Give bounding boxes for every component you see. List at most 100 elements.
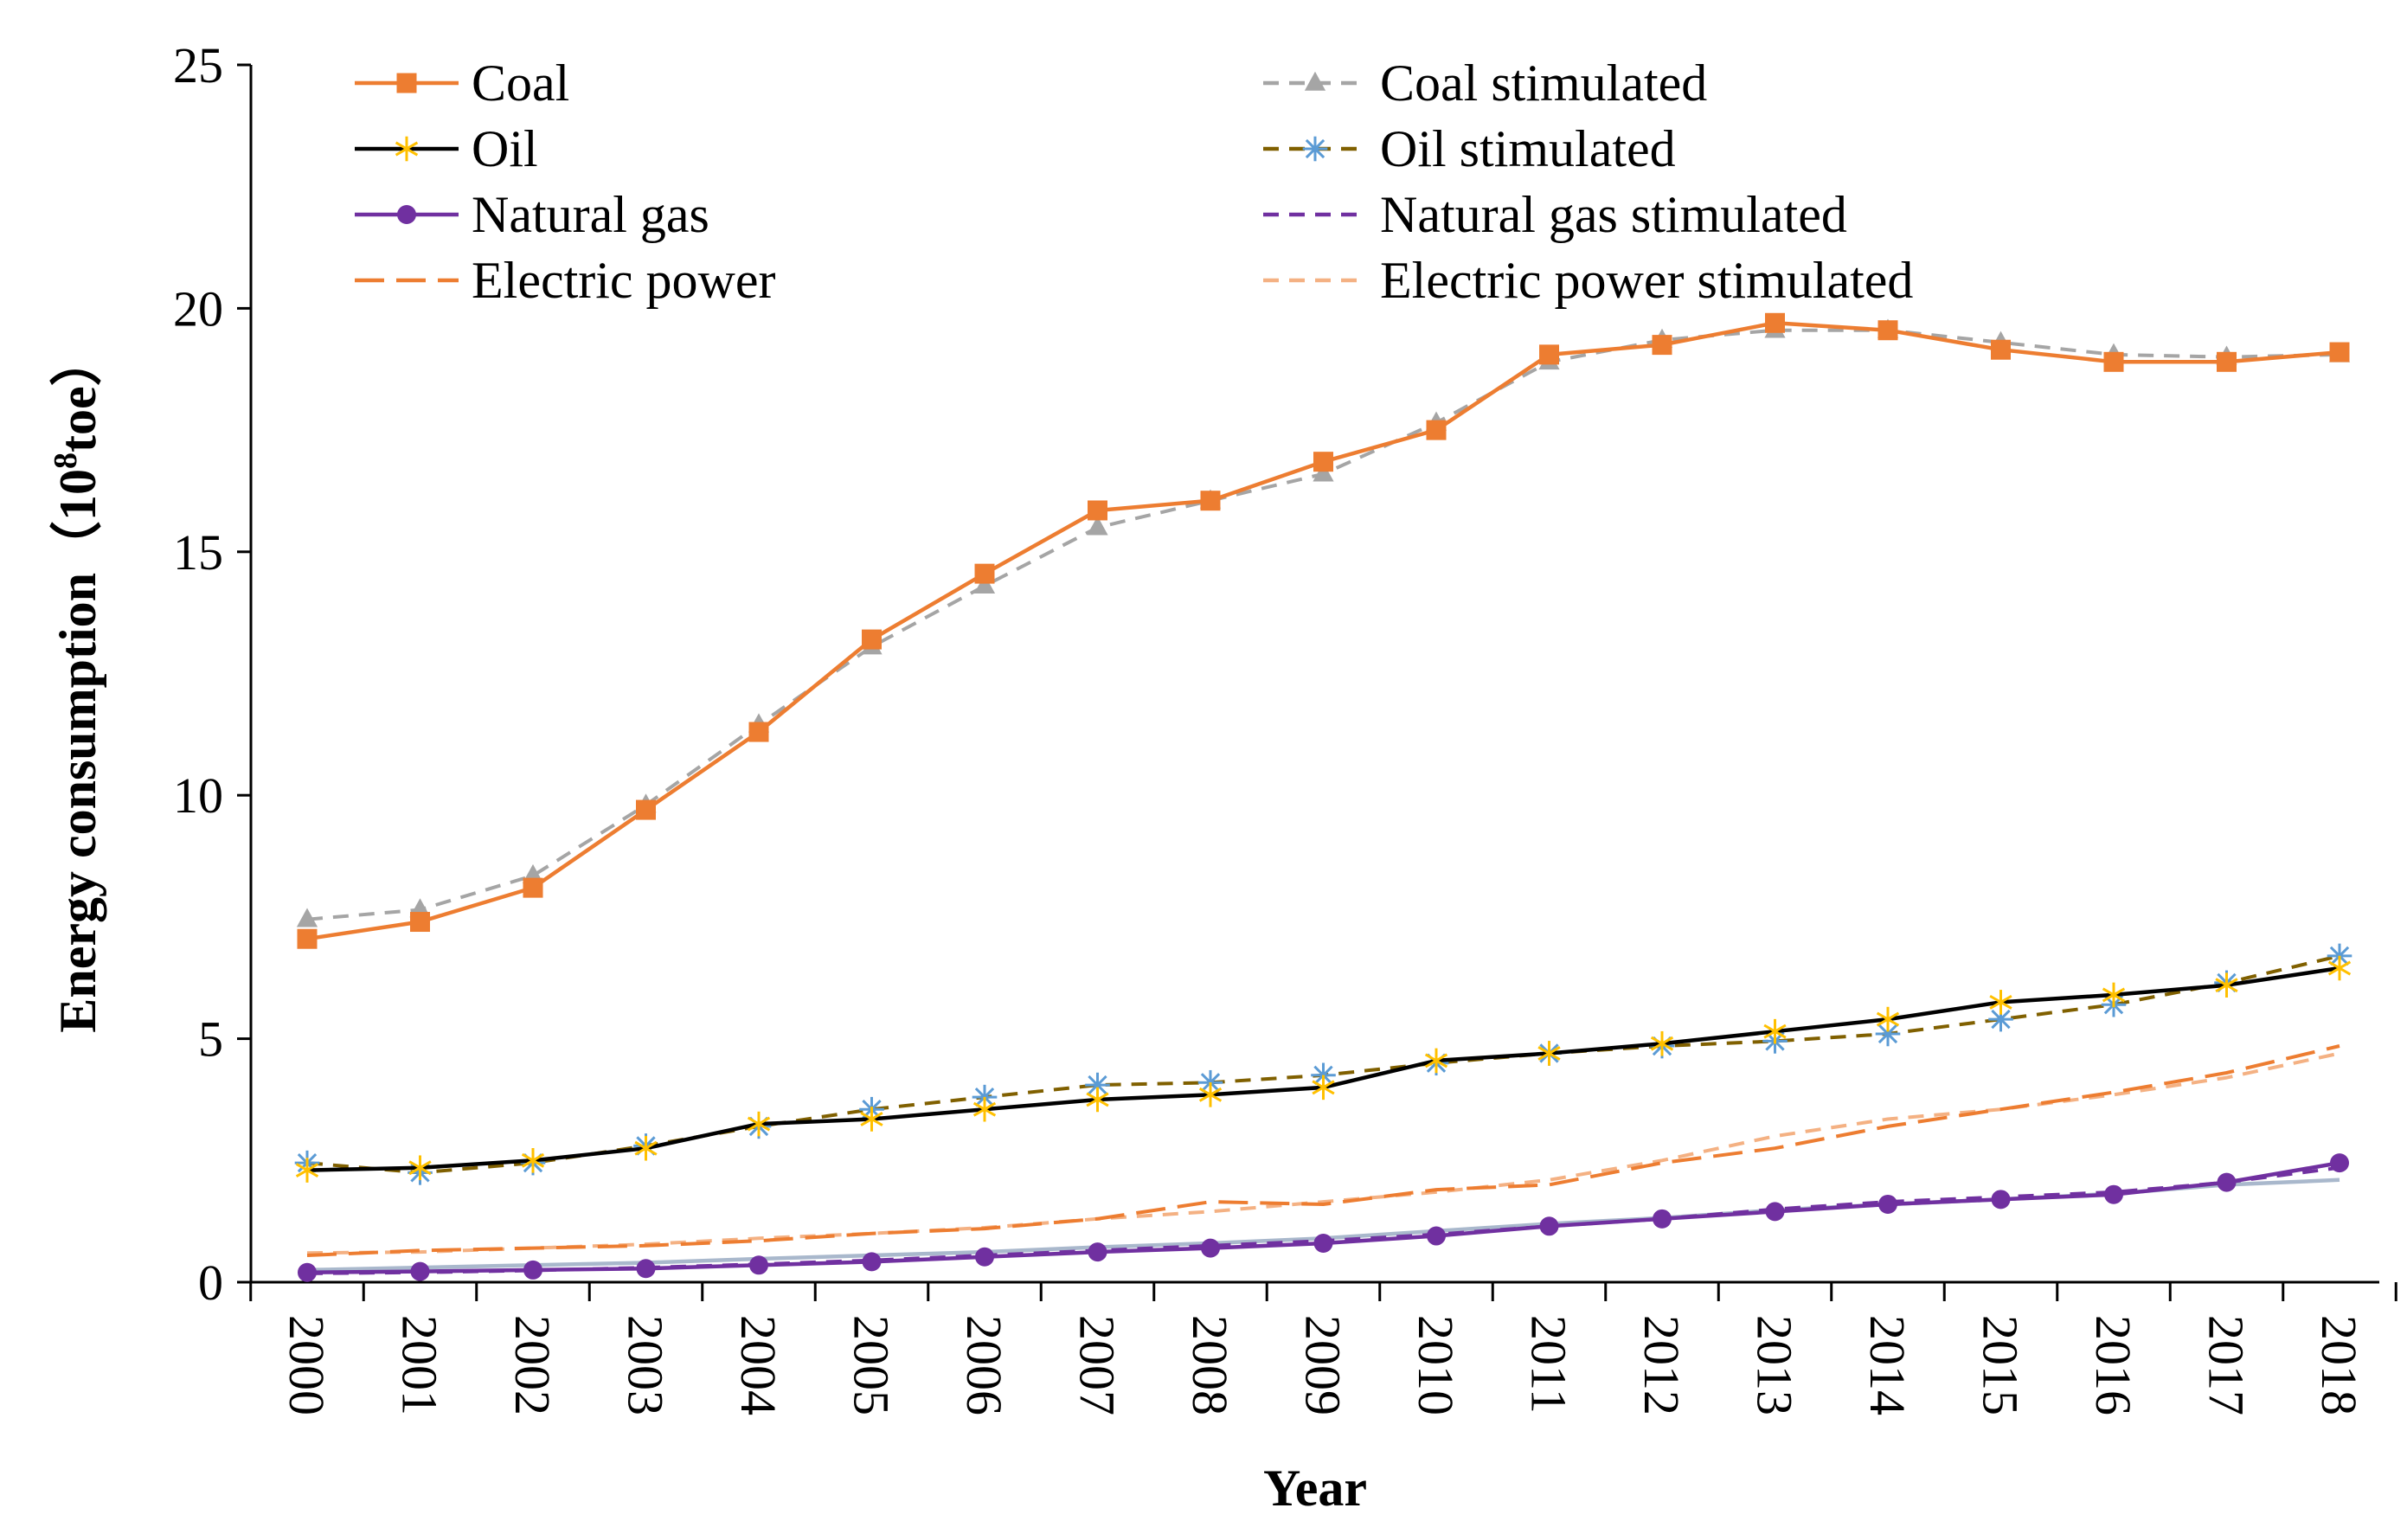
data-point: [1087, 516, 1108, 536]
x-tick-label: 2012: [1634, 1315, 1690, 1415]
data-point: [1765, 312, 1785, 333]
x-tick-label: 2015: [1973, 1315, 2029, 1415]
x-tick-label: 2014: [1859, 1315, 1916, 1415]
data-point: [1313, 1233, 1333, 1253]
data-point: [636, 1259, 656, 1279]
data-point: [1877, 320, 1898, 341]
x-tick-label: 2002: [504, 1315, 561, 1415]
x-tick-label: 2003: [618, 1315, 674, 1415]
data-point: [1088, 500, 1107, 521]
data-point: [1201, 1238, 1220, 1258]
x-tick-label: 2001: [392, 1315, 448, 1415]
data-point: [1313, 462, 1334, 482]
data-point: [523, 1260, 542, 1280]
x-tick-label: 2016: [2085, 1315, 2141, 1415]
legend-label: Oil stimulated: [1380, 120, 1676, 177]
x-tick-label: 2007: [1069, 1315, 1126, 1415]
legend-item: Natural gas: [355, 186, 709, 243]
data-point: [1088, 1242, 1107, 1262]
legend-item: Oil: [355, 120, 538, 177]
data-point: [408, 1155, 432, 1181]
data-point: [2103, 351, 2124, 372]
legend-marker: [1304, 71, 1326, 91]
x-tick-label: 2010: [1408, 1315, 1464, 1415]
data-point: [296, 908, 318, 927]
series-natural-gas: [298, 1153, 2349, 1282]
series-oil-stimulated: [294, 943, 2352, 1185]
data-point: [862, 1252, 882, 1272]
series-electric-power: [306, 1044, 2340, 1257]
y-tick-label: 5: [198, 1011, 223, 1068]
data-point: [410, 912, 430, 933]
data-point: [410, 1261, 430, 1281]
y-axis-title-text: Energy consumption: [49, 573, 106, 1033]
x-tick-label: 2013: [1747, 1315, 1803, 1415]
x-tick-label: 2000: [279, 1315, 335, 1415]
data-point: [1313, 452, 1333, 472]
data-point: [2327, 955, 2352, 981]
y-tick-label: 20: [173, 280, 223, 337]
data-point: [748, 722, 769, 742]
series-line: [306, 1177, 2340, 1273]
legend-marker: [1302, 136, 1328, 162]
data-point: [1650, 1030, 1674, 1056]
x-tick-label: 2009: [1295, 1315, 1351, 1415]
legend-marker: [397, 205, 416, 224]
data-point: [1537, 1041, 1561, 1066]
data-point: [974, 563, 995, 584]
data-point: [634, 1135, 658, 1161]
data-point: [297, 928, 318, 949]
legend-item: Natural gas stimulated: [1263, 186, 1847, 243]
data-point: [2217, 1172, 2237, 1192]
legend: Coal Coal stimulated Oil Oil stimulated Natu…: [355, 55, 1913, 309]
series-line: [306, 1165, 2340, 1275]
series-oil: [295, 955, 2352, 1183]
series-layer: [294, 312, 2352, 1282]
data-point: [2104, 1184, 2123, 1204]
data-point: [2215, 972, 2238, 998]
data-point: [1086, 1087, 1109, 1113]
data-point: [2102, 982, 2126, 1008]
legend-item: Electric power stimulated: [1263, 252, 1913, 309]
data-point: [1653, 1209, 1672, 1229]
data-point: [862, 629, 882, 650]
x-tick-label: 2005: [844, 1315, 900, 1415]
data-point: [973, 574, 996, 594]
legend-label: Electric power: [472, 252, 775, 309]
legend-label: Natural gas: [472, 186, 709, 243]
y-tick-label: 15: [173, 524, 223, 581]
x-tick-label: 2008: [1182, 1315, 1238, 1415]
data-point: [1539, 1216, 1559, 1236]
x-tick-label: 2017: [2198, 1315, 2255, 1415]
legend-label: Coal stimulated: [1380, 55, 1707, 112]
data-point: [749, 1255, 768, 1275]
data-point: [1312, 1075, 1335, 1100]
legend-item: Coal stimulated: [1263, 55, 1707, 112]
y-axis-unit-paren-close: ）: [48, 334, 106, 386]
series-natural-gas-stimulated: [306, 1165, 2340, 1275]
legend-item: Electric power: [355, 252, 775, 309]
data-point: [1652, 335, 1672, 356]
y-axis-unit-exponent: 8: [48, 452, 84, 469]
x-tick-label: 2004: [730, 1315, 786, 1415]
data-point: [1763, 1018, 1787, 1044]
data-point: [298, 1262, 317, 1282]
data-point: [1991, 1190, 2011, 1210]
data-point: [1876, 1006, 1900, 1032]
data-point: [972, 1096, 997, 1122]
y-axis-unit-paren-open: （: [48, 521, 106, 573]
data-point: [295, 1158, 319, 1183]
legend-marker: [396, 73, 417, 93]
data-point: [1878, 1194, 1897, 1214]
data-point: [860, 1107, 883, 1132]
x-tick-label: 2018: [2311, 1315, 2367, 1415]
y-tick-label: 25: [173, 37, 223, 93]
data-point: [521, 1148, 545, 1173]
series-unlabeled: [306, 1177, 2340, 1273]
data-point: [1424, 1048, 1448, 1074]
data-point: [1200, 491, 1221, 511]
series-line: [306, 321, 2340, 941]
data-point: [747, 1111, 771, 1137]
series-line: [306, 1160, 2340, 1274]
data-point: [1765, 1202, 1785, 1222]
